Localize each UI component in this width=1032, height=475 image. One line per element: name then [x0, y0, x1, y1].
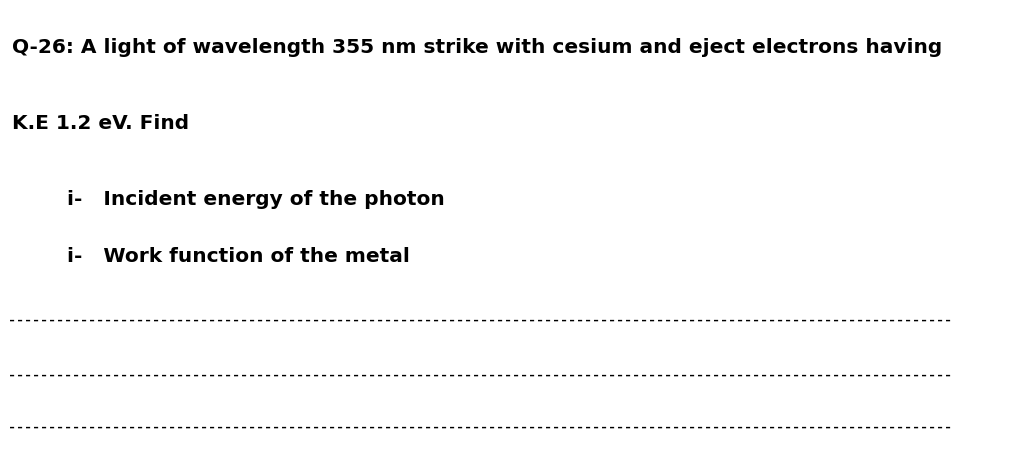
Text: --------------------------------------------------------------------------------: ----------------------------------------… [8, 473, 953, 475]
Text: K.E 1.2 eV. Find: K.E 1.2 eV. Find [12, 114, 190, 133]
Text: Q-26: A light of wavelength 355 nm strike with cesium and eject electrons having: Q-26: A light of wavelength 355 nm strik… [12, 38, 942, 57]
Text: --------------------------------------------------------------------------------: ----------------------------------------… [8, 314, 953, 327]
Text: i-   Incident energy of the photon: i- Incident energy of the photon [67, 190, 445, 209]
Text: --------------------------------------------------------------------------------: ----------------------------------------… [8, 369, 953, 382]
Text: i-   Work function of the metal: i- Work function of the metal [67, 247, 410, 266]
Text: --------------------------------------------------------------------------------: ----------------------------------------… [8, 421, 953, 434]
